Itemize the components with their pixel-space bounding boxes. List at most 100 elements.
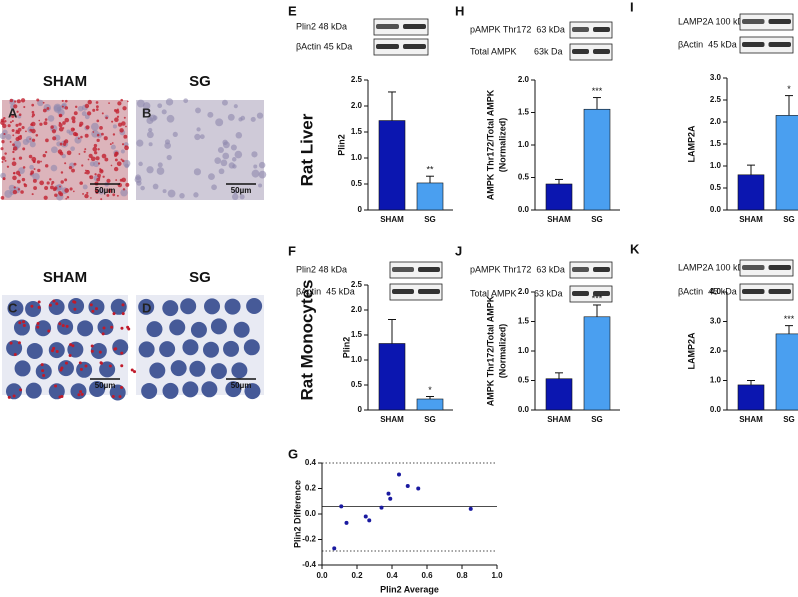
lipid-droplet <box>4 120 7 123</box>
lipid-droplet <box>88 153 93 158</box>
lipid-droplet <box>72 128 75 131</box>
blot-band <box>768 42 791 47</box>
lipid-droplet <box>121 143 125 146</box>
nucleus <box>61 153 67 159</box>
cell-nucleus <box>110 298 127 315</box>
lipid-droplet <box>4 152 7 155</box>
point <box>344 520 349 525</box>
lipid-droplet <box>105 116 108 120</box>
lipid-droplet <box>9 98 14 103</box>
cell-nucleus <box>189 360 206 377</box>
lipid-droplet <box>12 134 15 137</box>
lipid-droplet <box>130 368 134 372</box>
lipid-droplet <box>12 146 18 151</box>
x-tick-label: SG <box>424 215 436 224</box>
panel-letter: G <box>288 446 298 461</box>
y-tick-label: 1.5 <box>351 127 363 136</box>
blot-band <box>593 291 610 296</box>
cell-nucleus <box>162 382 179 399</box>
lipid-droplet <box>72 119 76 124</box>
lipid-droplet <box>11 114 15 118</box>
cell-nucleus <box>201 381 218 398</box>
cell-nucleus <box>233 321 250 338</box>
lipid-droplet <box>89 175 94 180</box>
lipid-droplet <box>36 160 41 164</box>
lipid-droplet <box>74 105 78 109</box>
lipid-droplet <box>31 156 37 162</box>
nucleus <box>258 161 266 169</box>
scale-label: 50µm <box>95 381 116 390</box>
nucleus <box>208 173 215 181</box>
lipid-droplet <box>11 161 17 167</box>
lipid-droplet <box>84 133 89 138</box>
lipid-droplet <box>64 117 70 123</box>
lipid-droplet <box>120 386 124 390</box>
bar <box>583 316 611 411</box>
lipid-droplet <box>33 186 38 190</box>
lipid-droplet <box>40 160 42 163</box>
lipid-droplet <box>16 110 19 113</box>
lipid-droplet <box>92 146 98 152</box>
lipid-droplet <box>72 300 76 304</box>
lipid-droplet <box>121 121 126 126</box>
lipid-droplet <box>51 129 57 134</box>
nucleus <box>165 98 174 106</box>
nucleus <box>258 170 267 179</box>
nucleus <box>136 99 145 108</box>
lipid-droplet <box>100 361 104 365</box>
x-tick-label: 0.2 <box>351 571 363 580</box>
scale-label: 50µm <box>95 186 116 195</box>
cell-nucleus <box>162 300 179 317</box>
lipid-droplet <box>42 108 47 113</box>
cell-nucleus <box>13 319 30 336</box>
lipid-droplet <box>36 98 40 102</box>
lipid-droplet <box>98 350 102 354</box>
blot-label: LAMP2A 100 kDa <box>678 262 749 272</box>
lipid-droplet <box>59 368 63 372</box>
x-tick-label: SG <box>783 415 795 424</box>
lipid-droplet <box>31 110 35 114</box>
lipid-droplet <box>119 128 124 133</box>
lipid-droplet <box>42 101 45 104</box>
lipid-droplet <box>95 108 99 111</box>
nucleus <box>172 131 178 138</box>
significance: *** <box>784 314 795 324</box>
lipid-droplet <box>101 112 104 115</box>
nucleus <box>239 194 245 200</box>
lipid-droplet <box>84 193 89 199</box>
lipid-droplet <box>80 135 83 139</box>
nucleus <box>148 127 153 133</box>
blot-band <box>768 265 791 270</box>
lipid-droplet <box>90 156 96 162</box>
cell-nucleus <box>159 341 176 358</box>
lipid-droplet <box>50 185 54 190</box>
row-label: Rat Monocytes <box>297 280 316 401</box>
panel-letter: A <box>8 105 18 120</box>
blot <box>569 261 613 279</box>
y-tick-label: 1.5 <box>351 330 363 339</box>
point <box>405 483 410 488</box>
blot-label: Plin2 48 kDa <box>296 21 347 31</box>
y-tick-label: -0.4 <box>302 560 316 569</box>
lipid-droplet <box>22 324 26 328</box>
nucleus <box>162 189 167 194</box>
lipid-droplet <box>43 195 48 200</box>
lipid-droplet <box>62 142 67 146</box>
lipid-droplet <box>123 116 126 119</box>
blot-label: LAMP2A 100 kDa <box>678 16 749 26</box>
y-tick-label: 1.0 <box>351 153 363 162</box>
x-tick-label: SHAM <box>739 415 763 424</box>
blot <box>569 21 613 39</box>
lipid-droplet <box>66 150 72 156</box>
blot-band <box>403 24 426 29</box>
blot-label: pAMPK Thr172 63 kDa <box>470 264 565 274</box>
lipid-droplet <box>20 190 24 194</box>
lipid-droplet <box>106 178 111 183</box>
lipid-droplet <box>12 157 16 161</box>
bar <box>416 182 444 211</box>
lipid-droplet <box>124 145 127 148</box>
blot-band <box>768 289 791 294</box>
lipid-droplet <box>117 101 122 106</box>
lipid-droplet <box>39 122 43 126</box>
blot-band <box>418 267 440 272</box>
